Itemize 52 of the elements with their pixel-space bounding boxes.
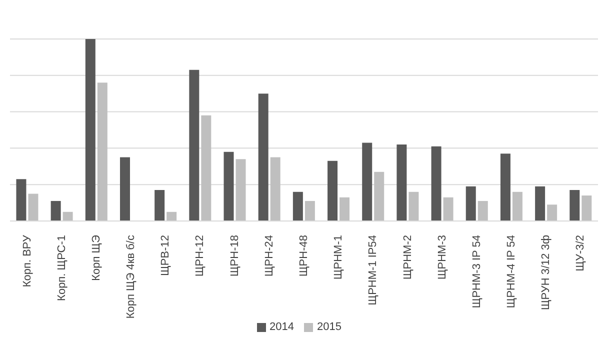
bar (535, 186, 546, 221)
bar (431, 146, 442, 221)
bar (304, 200, 315, 221)
bar (500, 154, 510, 221)
bar (236, 159, 246, 221)
bar (374, 172, 384, 221)
bar (362, 142, 372, 221)
x-tick-label: ЩРНМ-3 (436, 235, 448, 280)
x-tick-label: Корп. ЩРС-1 (56, 235, 68, 301)
x-tick-label: Корп ЩЭ 4кв б/с (125, 234, 138, 319)
x-tick-label: Корп. ВРУ (21, 234, 34, 288)
bar (466, 186, 476, 221)
bar (258, 94, 268, 221)
bar (28, 194, 38, 221)
bar (292, 192, 303, 221)
bar (443, 197, 454, 221)
bar (270, 157, 280, 221)
bar (189, 70, 200, 221)
bar (85, 38, 96, 221)
legend-label: 2014 (270, 321, 294, 333)
x-tick-label: ЩРНМ-3 IP 54 (470, 235, 483, 308)
bar (50, 200, 61, 221)
bar (478, 200, 488, 221)
bar (16, 179, 26, 221)
x-tick-label: Корп ЩЭ (90, 234, 102, 281)
legend-label: 2015 (317, 321, 342, 333)
x-tick-label: ЩРВ-12 (160, 235, 172, 276)
x-tick-label: ЩУ-3/2 (574, 235, 587, 272)
x-tick-label: ЩРНМ-1 (332, 235, 345, 280)
x-tick-label: ЩРУН 3/12 3ф (540, 235, 552, 310)
bar (340, 197, 350, 221)
bar (547, 204, 558, 221)
bar (570, 190, 580, 221)
x-tick-label: ЩРНМ-4 IP 54 (506, 235, 518, 308)
x-tick-label: ЩРН-12 (194, 235, 206, 276)
x-tick-label: ЩРНМ-1 IP54 (367, 235, 380, 306)
x-tick-label: ЩРНМ-2 (402, 235, 414, 280)
bar (166, 212, 177, 221)
bar (97, 82, 108, 221)
bar (396, 144, 407, 221)
bar (512, 192, 522, 221)
bar (62, 212, 73, 221)
bar (408, 192, 419, 221)
bar (154, 190, 165, 221)
x-tick-label: ЩРН-24 (263, 235, 276, 276)
bar (582, 196, 592, 221)
bar (201, 115, 212, 221)
bar (224, 152, 234, 221)
bar (328, 160, 338, 221)
bar (120, 157, 130, 221)
x-tick-label: ЩРН-18 (228, 235, 241, 276)
x-tick-label: ЩРН-48 (298, 235, 310, 276)
